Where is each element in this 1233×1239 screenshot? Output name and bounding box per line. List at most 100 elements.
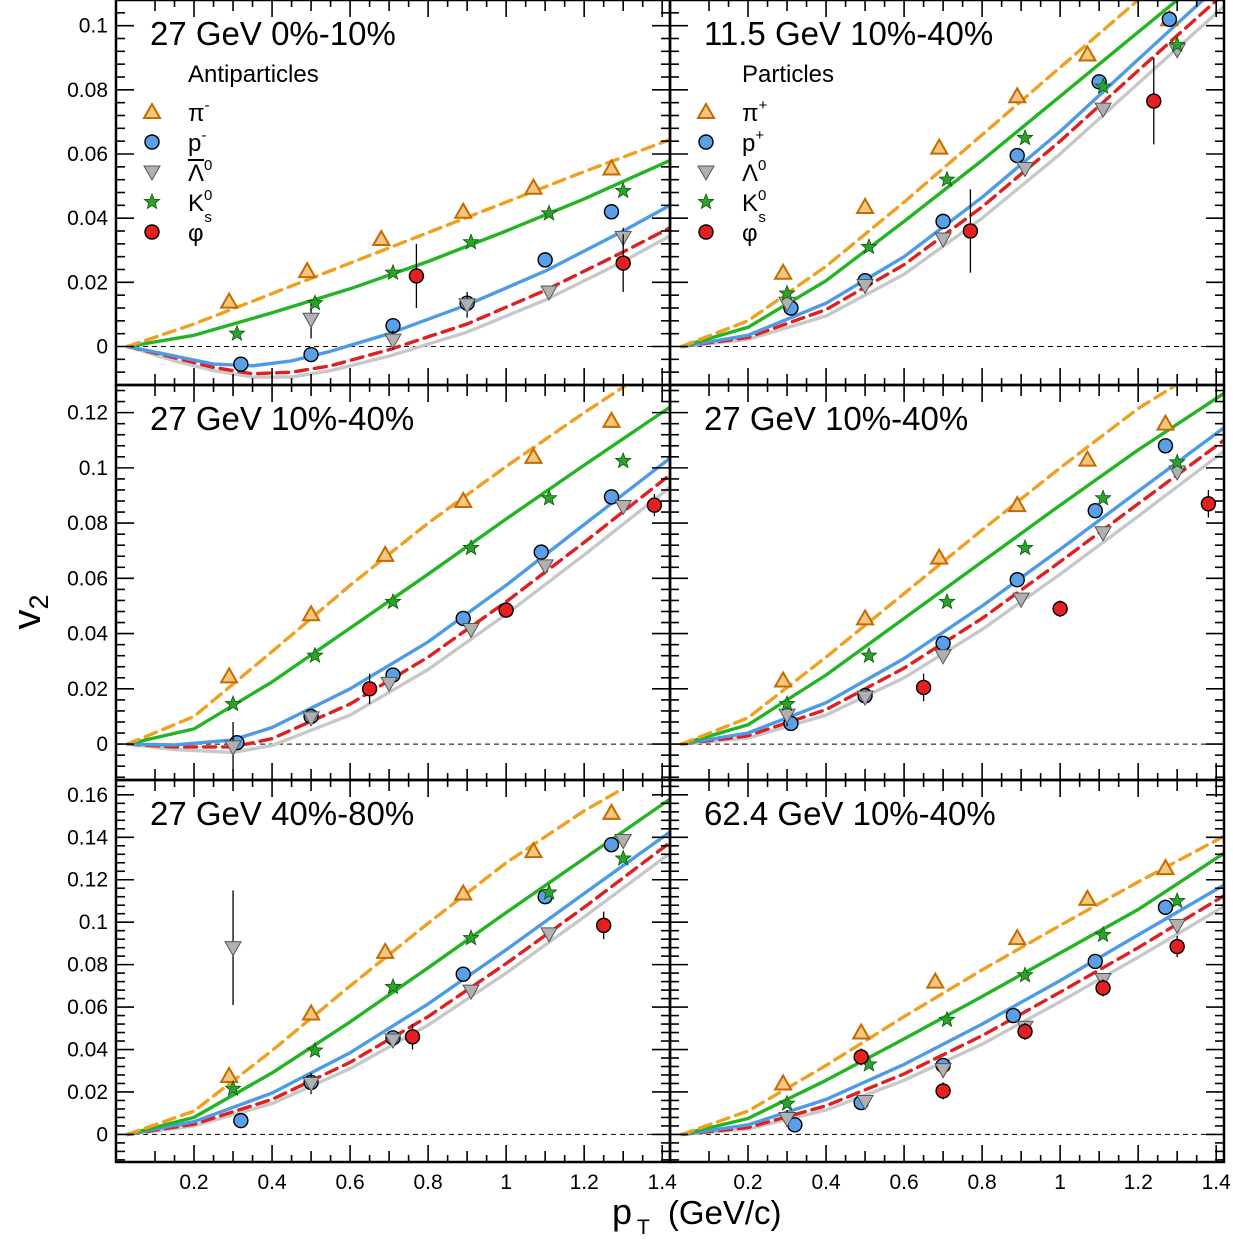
- point-lambda: [224, 941, 242, 957]
- legend-label-lambda: Λ0: [188, 157, 212, 187]
- x-tick-label: 0.2: [733, 1171, 762, 1194]
- point-lambda: [1012, 592, 1030, 609]
- point-ks: [938, 592, 956, 610]
- y-tick-label: 0.08: [67, 512, 108, 535]
- point-ks: [306, 294, 324, 311]
- y-tick-label: 0.1: [79, 457, 108, 480]
- point-p: [233, 1112, 249, 1129]
- curve-lambda: [126, 485, 670, 755]
- y-tick-label: 0.1: [79, 15, 108, 38]
- point-lambda: [934, 649, 952, 665]
- point-pi: [929, 137, 949, 155]
- point-lambda: [458, 298, 476, 314]
- panel-title: 27 GeV 40%-80%: [150, 795, 414, 832]
- curve-ks: [126, 797, 670, 1137]
- point-phi: [1169, 938, 1185, 955]
- series-p: [787, 899, 1174, 1133]
- point-ks: [384, 263, 402, 281]
- curve-lambda: [126, 851, 670, 1137]
- legend-label-phi: φ: [188, 220, 204, 247]
- point-ks: [540, 489, 558, 506]
- plot-area: [116, 786, 670, 1137]
- y-tick-label: 0.1: [79, 911, 108, 934]
- point-phi: [408, 268, 425, 284]
- point-ks: [224, 1079, 242, 1097]
- point-pi: [1155, 858, 1176, 876]
- point-pi: [375, 544, 395, 562]
- point-pi: [219, 666, 239, 684]
- legend-label-main: φ: [188, 220, 204, 247]
- legend-marker-ks: [143, 192, 161, 210]
- point-p: [1009, 572, 1025, 588]
- panel-title: 27 GeV 10%-40%: [704, 400, 968, 437]
- panel-frame: [114, 778, 672, 1164]
- series-ks: [778, 453, 1186, 712]
- point-p: [1005, 1007, 1022, 1024]
- point-pi: [925, 971, 946, 989]
- legend-label-p: p-: [188, 127, 206, 157]
- legend-label-sup: 0: [204, 187, 212, 204]
- point-ks: [224, 694, 242, 712]
- point-pi: [773, 262, 793, 280]
- point-ks: [462, 928, 480, 946]
- point-ks: [384, 592, 402, 610]
- legend-marker-p: [698, 134, 714, 150]
- point-pi: [453, 490, 473, 509]
- legend-label-lambda: Λ0: [742, 157, 766, 187]
- y-tick-label: 0.12: [67, 869, 108, 892]
- series-ks: [224, 849, 632, 1097]
- point-ks: [1094, 77, 1112, 95]
- point-ks: [1168, 453, 1186, 470]
- curve-pi: [680, 0, 1141, 349]
- point-pi: [855, 196, 875, 214]
- series-ks: [778, 891, 1186, 1112]
- point-pi: [601, 158, 622, 176]
- legend-marker-p: [144, 134, 160, 150]
- curve-pi: [126, 137, 670, 349]
- y-tick-label: 0.08: [67, 954, 108, 977]
- x-tick-label: 1.4: [1202, 1171, 1232, 1194]
- point-lambda: [536, 559, 555, 575]
- plot-area: [116, 137, 670, 379]
- point-pi: [219, 291, 239, 309]
- point-pi: [601, 410, 622, 428]
- y-tick-label: 0.12: [67, 402, 108, 425]
- series-pi: [219, 410, 622, 684]
- x-tick-label: 0.8: [414, 1171, 443, 1194]
- legend-label-main: K: [188, 190, 204, 217]
- x-axis-title-unit: (GeV/c): [668, 1194, 782, 1231]
- y-tick-label: 0.14: [67, 826, 108, 849]
- legend-label-main: π: [742, 100, 759, 127]
- point-lambda: [462, 622, 480, 639]
- panel-4: 27 GeV 10%-40%: [668, 383, 1226, 782]
- point-ks: [1168, 35, 1186, 53]
- plot-area: [670, 0, 1224, 349]
- ticks: [116, 0, 670, 386]
- point-pi: [1077, 449, 1098, 467]
- point-lambda: [614, 833, 633, 850]
- y-tick-label: 0.06: [67, 567, 108, 590]
- panel-frame: [668, 778, 1226, 1164]
- panel-5: 0 0.02 0.04 0.06 0.08 0.1 0.12 0.14 0.16 0.2 0.4 0.…: [67, 778, 678, 1194]
- point-ks: [614, 451, 632, 469]
- curve-pi: [126, 786, 625, 1137]
- point-pi: [855, 608, 875, 626]
- series-phi: [361, 494, 663, 705]
- point-pi: [219, 1066, 239, 1084]
- curve-p: [680, 426, 1224, 746]
- point-phi: [1095, 980, 1111, 996]
- point-phi: [646, 497, 663, 513]
- point-lambda: [540, 927, 558, 943]
- point-lambda: [540, 285, 558, 301]
- point-phi: [361, 681, 378, 697]
- x-tick-label: 1.4: [648, 1171, 678, 1194]
- point-p: [1087, 953, 1103, 970]
- ticks: [670, 780, 1224, 1162]
- series-pi: [219, 158, 622, 309]
- series-phi: [408, 234, 631, 308]
- legend-marker-ks: [697, 192, 715, 210]
- point-lambda: [1094, 102, 1112, 119]
- point-ks: [1016, 128, 1034, 146]
